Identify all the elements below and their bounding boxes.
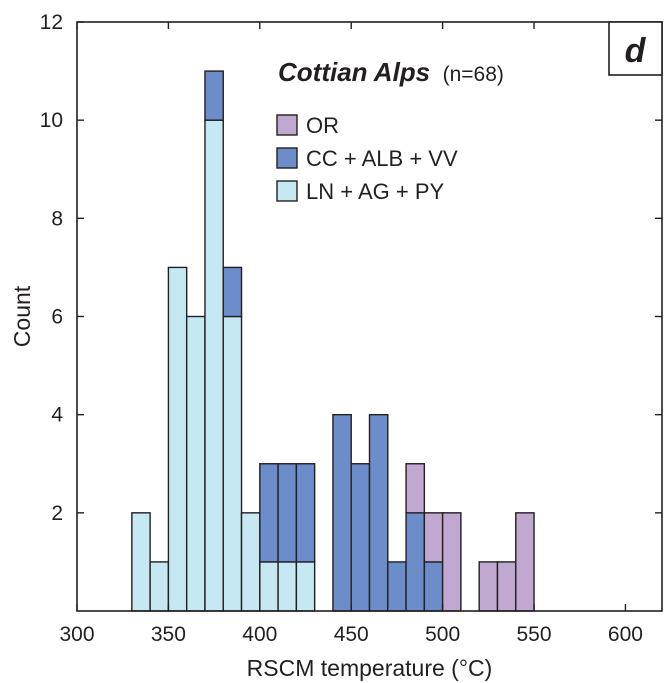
bar-cc-alb-vv-450 [350,463,371,612]
bar-or-540 [515,512,535,612]
legend-label-or: OR [306,113,339,138]
bar-ln-ag-py-420 [295,561,316,612]
y-axis-title: Count [9,285,35,347]
bars-layer [131,70,535,612]
bar-cc-alb-vv-440 [332,413,352,612]
y-tick-label-12: 12 [40,11,63,34]
panel-label-box: d [608,21,663,76]
bar-ln-ag-py-370 [204,119,224,612]
x-tick-label-400: 400 [242,623,277,646]
bar-cc-alb-vv-410 [277,463,298,563]
y-tick-label-6: 6 [51,306,63,329]
bar-or-520 [478,561,499,612]
x-tick-label-300: 300 [59,623,94,646]
bar-cc-alb-vv-380 [222,266,243,318]
bar-ln-ag-py-360 [185,315,206,612]
legend: OR CC + ALB + VV LN + AG + PY [276,113,458,204]
y-tick-label-8: 8 [51,207,63,230]
bar-ln-ag-py-400 [259,561,279,612]
bar-cc-alb-vv-480 [405,512,426,612]
bar-cc-alb-vv-460 [368,413,389,612]
x-tick-label-550: 550 [517,623,552,646]
x-tick-label-600: 600 [608,623,643,646]
bar-or-500 [441,512,462,612]
bar-ln-ag-py-410 [277,561,298,612]
x-tick-label-350: 350 [151,623,186,646]
panel-label-frame [608,21,663,76]
ticks-layer [76,21,662,611]
bar-cc-alb-vv-490 [423,561,444,612]
legend-label-ln-ag-py: LN + AG + PY [306,179,445,204]
chart-title: Cottian Alps (n=68) [278,57,504,87]
y-tick-label-2: 2 [51,502,63,525]
bar-or-490 [423,512,444,563]
bar-ln-ag-py-340 [149,561,170,612]
x-axis-title: RSCM temperature (°C) [247,655,493,681]
bar-ln-ag-py-380 [222,315,243,612]
legend-swatch-ln-ag-py [276,180,298,202]
legend-label-cc-alb-vv: CC + ALB + VV [306,146,458,171]
chart-title-main: Cottian Alps [278,57,430,87]
x-tick-label-500: 500 [425,623,460,646]
bar-or-530 [496,561,517,612]
legend-swatch-or [276,114,298,136]
legend-swatch-cc-alb-vv [276,147,298,169]
panel-label: d [625,32,647,70]
bar-ln-ag-py-350 [167,266,188,612]
bar-ln-ag-py-330 [131,512,151,612]
bar-ln-ag-py-390 [240,512,261,612]
x-tick-label-450: 450 [334,623,369,646]
bar-cc-alb-vv-470 [387,561,407,612]
y-tick-label-4: 4 [51,404,63,427]
bar-cc-alb-vv-370 [204,70,224,121]
bar-or-480 [405,463,426,514]
labels-layer: 300 350 400 450 500 550 600 2 4 6 8 10 12 [40,11,643,646]
bar-cc-alb-vv-400 [259,463,279,563]
y-tick-label-10: 10 [40,109,63,132]
bar-cc-alb-vv-420 [295,463,316,563]
chart-title-count: (n=68) [443,63,504,86]
